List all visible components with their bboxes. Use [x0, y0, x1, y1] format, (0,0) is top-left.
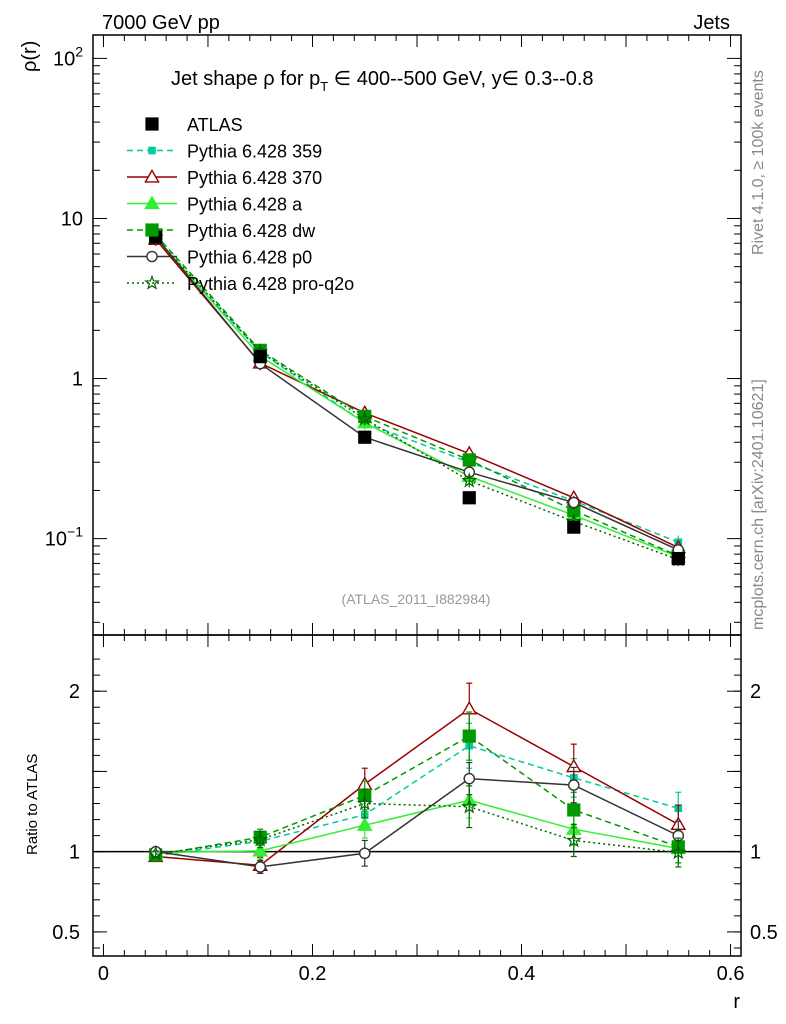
x-axis-label: r	[733, 991, 740, 1013]
legend-item: ATLAS	[145, 115, 243, 135]
square-marker	[462, 453, 476, 467]
y-tick-exponent: 2	[75, 43, 83, 59]
series-line	[155, 237, 679, 558]
star-marker	[461, 472, 478, 488]
x-tick-label: 0.6	[717, 963, 745, 985]
mcplots-label: mcplots.cern.ch [arXiv:2401.10621]	[750, 379, 767, 630]
square-marker	[671, 552, 685, 566]
analysis-watermark: (ATLAS_2011_I882984)	[342, 591, 491, 607]
legend-label: Pythia 6.428 359	[187, 142, 322, 162]
star-marker	[461, 798, 478, 814]
circle-marker	[567, 496, 580, 509]
series-line	[155, 237, 679, 561]
legend-label: Pythia 6.428 pro-q2o	[187, 274, 354, 294]
ratio-tick-label: 1	[69, 842, 80, 864]
header-left: 7000 GeV pp	[102, 12, 220, 34]
ratio-series-pq2o	[147, 785, 687, 868]
square-marker	[567, 803, 581, 817]
triangle-marker	[252, 842, 269, 857]
x-tick-label: 0	[98, 963, 109, 985]
ratio-line	[155, 799, 679, 854]
ratio-tick-label: 2	[69, 681, 80, 703]
triangle-marker	[144, 168, 160, 183]
y-tick-mantissa: 10	[53, 48, 75, 70]
star-marker	[356, 795, 373, 811]
ratio-line	[155, 802, 679, 855]
y-tick-label: 102	[53, 43, 83, 70]
star-marker	[356, 410, 373, 426]
header-right: Jets	[693, 12, 730, 34]
legend-item: Pythia 6.428 dw	[127, 221, 316, 241]
y-tick-label: 1	[72, 369, 83, 391]
square-marker	[462, 729, 476, 743]
title-subscript: T	[320, 79, 328, 94]
y-tick-exponent: −1	[67, 524, 83, 540]
y-tick-mantissa: 10	[45, 529, 67, 551]
square-marker	[567, 520, 581, 534]
ratio-series-p359	[151, 722, 683, 860]
x-tick-label: 0.2	[299, 963, 327, 985]
legend-label: ATLAS	[187, 115, 243, 135]
ratio-line	[155, 735, 679, 856]
ratio-tick-label-right: 1	[750, 842, 761, 864]
legend-label: Pythia 6.428 dw	[187, 221, 316, 241]
circle-marker	[567, 779, 580, 791]
ratio-series-pa	[147, 782, 687, 864]
ratio-series-pp0	[149, 761, 685, 874]
title-prefix: Jet shape ρ for p	[171, 68, 320, 90]
ratio-tick-label-right: 2	[750, 681, 761, 703]
square-marker	[145, 117, 159, 131]
title-suffix: ∈ 400--500 GeV, y∈ 0.3--0.8	[328, 68, 593, 90]
circle-marker	[463, 772, 476, 785]
rivet-label: Rivet 4.1.0, ≥ 100k events	[750, 70, 767, 255]
ratio-tick-label-right: 0.5	[750, 922, 778, 944]
series-line	[155, 238, 679, 543]
legend-label: Pythia 6.428 370	[187, 168, 322, 188]
ratio-series-pdw	[149, 711, 685, 864]
ratio-line	[155, 707, 679, 867]
ratio-line	[155, 744, 679, 857]
ratio-panel-frame	[92, 634, 742, 957]
ratio-line	[155, 777, 679, 868]
legend-item: Pythia 6.428 pro-q2o	[127, 274, 354, 294]
square-marker	[145, 223, 159, 237]
ratio-y-axis-label: Ratio to ATLAS	[24, 754, 41, 855]
y-axis-label: ρ(r)	[19, 41, 41, 72]
star-marker	[565, 832, 582, 848]
star-marker	[670, 844, 687, 860]
ratio-tick-label: 0.5	[52, 922, 80, 944]
legend-item: Pythia 6.428 a	[127, 195, 303, 215]
square-marker	[253, 350, 267, 364]
y-tick-mantissa: 1	[72, 369, 83, 391]
legend-label: Pythia 6.428 a	[187, 195, 303, 215]
square-marker	[462, 491, 476, 505]
y-tick-label: 10−1	[45, 524, 83, 551]
legend-label: Pythia 6.428 p0	[187, 248, 312, 268]
ratio-plot-area	[147, 682, 687, 874]
series-line	[155, 236, 679, 551]
triangle-marker	[144, 195, 160, 210]
legend: ATLAS Pythia 6.428 359 Pythia 6.428 370 Pyt…	[127, 115, 354, 294]
legend-item: Pythia 6.428 359	[127, 142, 322, 162]
y-tick-mantissa: 10	[61, 208, 83, 230]
main-plot-area	[147, 228, 687, 567]
x-tick-label: 0.4	[508, 963, 536, 985]
circle-marker	[358, 847, 371, 860]
legend-item: Pythia 6.428 370	[127, 168, 322, 188]
legend-item: Pythia 6.428 p0	[127, 248, 312, 268]
star-marker	[147, 845, 164, 861]
triangle-marker	[356, 817, 373, 831]
square-marker	[148, 146, 156, 155]
circle-marker	[254, 861, 267, 873]
circle-marker	[146, 250, 158, 263]
y-tick-label: 10	[61, 208, 83, 230]
star-marker	[252, 831, 269, 847]
chart-title: Jet shape ρ for pT ∈ 400--500 GeV, y∈ 0.…	[171, 68, 594, 94]
star-marker	[144, 274, 160, 290]
square-marker	[358, 430, 372, 444]
